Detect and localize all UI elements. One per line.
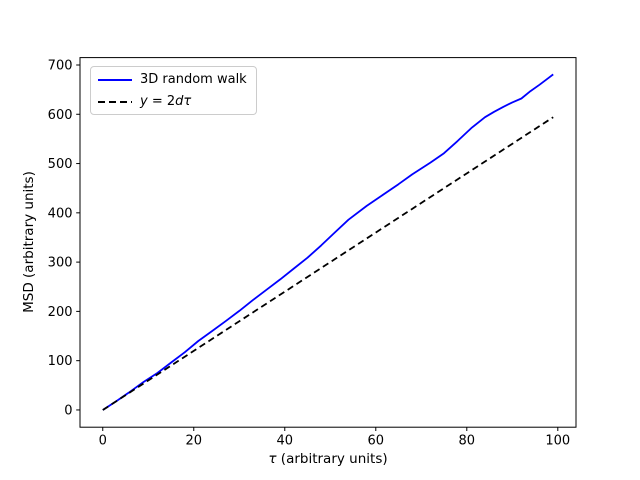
legend-label-random-walk: 3D random walk — [140, 72, 247, 87]
legend-label-theory: y = 2dτ — [140, 94, 192, 109]
axes-frame — [79, 57, 577, 428]
y-axis-ticks: 0 100 200 300 400 500 600 700 — [48, 58, 80, 418]
y-tick-label: 200 — [48, 305, 73, 320]
legend-item-random-walk: 3D random walk — [98, 72, 247, 87]
legend: 3D random walk y = 2dτ — [90, 66, 257, 115]
y-tick-label: 600 — [48, 108, 73, 123]
series-lines — [102, 73, 554, 411]
y-tick-label: 300 — [48, 256, 73, 271]
series-line-y-2d- — [102, 116, 554, 411]
series-line-3d-random-walk — [102, 73, 554, 411]
y-tick-label: 400 — [48, 206, 73, 221]
x-tick-label: 0 — [99, 434, 107, 449]
x-tick-label: 100 — [545, 434, 570, 449]
x-tick-label: 40 — [276, 434, 293, 449]
x-tick-label: 80 — [459, 434, 476, 449]
x-tick-label: 60 — [368, 434, 385, 449]
y-tick-label: 0 — [64, 403, 72, 418]
legend-line-sample-dashed — [98, 100, 132, 103]
x-axis-label-tau: τ — [268, 451, 277, 467]
y-tick-label: 700 — [48, 58, 73, 73]
y-tick-label: 100 — [48, 354, 73, 369]
x-axis-label: τ (arbitrary units) — [268, 451, 387, 467]
legend-item-theory: y = 2dτ — [98, 94, 247, 109]
x-tick-label: 20 — [185, 434, 202, 449]
y-tick-label: 500 — [48, 157, 73, 172]
x-axis-label-rest: (arbitrary units) — [276, 451, 388, 467]
y-axis-label: MSD (arbitrary units) — [21, 171, 37, 313]
legend-line-sample-solid — [98, 78, 132, 81]
x-axis-ticks: 0 20 40 60 80 100 — [99, 427, 570, 449]
